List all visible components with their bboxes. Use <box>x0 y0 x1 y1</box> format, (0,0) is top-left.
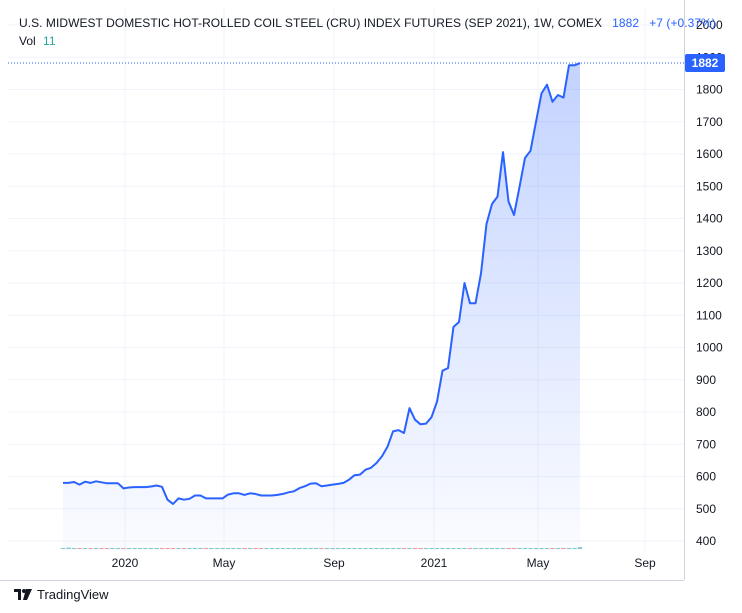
y-tick-label: 1000 <box>696 341 723 355</box>
volume-value: 11 <box>43 34 56 48</box>
volume-legend: Vol 11 <box>19 34 56 48</box>
y-tick-label: 1700 <box>696 115 723 129</box>
y-tick-label: 600 <box>696 470 716 484</box>
price-line <box>63 62 581 505</box>
tradingview-brand[interactable]: TradingView <box>14 587 109 602</box>
chart-header: U.S. MIDWEST DOMESTIC HOT-ROLLED COIL ST… <box>19 16 716 30</box>
y-tick-label: 1600 <box>696 147 723 161</box>
volume-label: Vol <box>19 34 36 48</box>
symbol-title: U.S. MIDWEST DOMESTIC HOT-ROLLED COIL ST… <box>19 16 603 30</box>
x-tick-label: May <box>213 556 236 570</box>
y-tick-label: 2000 <box>696 18 723 32</box>
y-tick-label: 500 <box>696 502 716 516</box>
brand-name: TradingView <box>37 587 109 602</box>
last-price-tag <box>685 54 725 73</box>
price-change: +7 (+0.37%) <box>649 16 716 30</box>
y-tick-label: 800 <box>696 405 716 419</box>
last-price-label: 1882 <box>692 56 719 70</box>
y-tick-label: 1300 <box>696 244 723 258</box>
y-tick-label: 1400 <box>696 212 723 226</box>
y-tick-label: 1500 <box>696 179 723 193</box>
y-tick-label: 900 <box>696 373 716 387</box>
last-price: 1882 <box>612 16 640 30</box>
y-tick-label: 400 <box>696 534 716 548</box>
x-tick-label: May <box>527 556 550 570</box>
y-tick-label: 1800 <box>696 83 723 97</box>
y-tick-label: 1200 <box>696 276 723 290</box>
x-tick-label: Sep <box>634 556 656 570</box>
price-area-fill <box>63 63 580 551</box>
y-tick-label: 1100 <box>696 308 722 322</box>
x-tick-label: 2021 <box>421 556 448 570</box>
tradingview-logo-icon <box>14 588 32 600</box>
y-tick-label: 700 <box>696 437 716 451</box>
x-tick-label: 2020 <box>112 556 139 570</box>
x-tick-label: Sep <box>323 556 345 570</box>
